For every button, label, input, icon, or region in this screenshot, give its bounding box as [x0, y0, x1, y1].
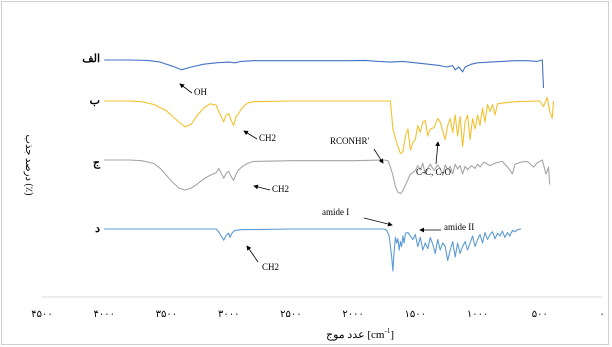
series-label-layer: الف ب ج د — [82, 53, 101, 235]
series-line-1 — [104, 59, 545, 89]
annotation-arrow — [253, 184, 271, 191]
series-label-3: ج — [93, 157, 101, 169]
x-axis-label-prefix: عدد موج — [326, 329, 367, 341]
x-tick-label: ۲۵۰۰ — [280, 309, 301, 320]
x-axis-label: عدد موج [cm-1] — [326, 327, 394, 341]
x-tick-label: ۲۰۰۰ — [342, 309, 363, 320]
x-axis-label-unit: [cm — [367, 329, 385, 341]
annotation-label: CH2 — [262, 262, 279, 272]
annotation-arrow — [435, 141, 441, 165]
annotation-label: CH2 — [272, 184, 289, 194]
x-tick-label: ۰ — [599, 309, 604, 320]
x-axis-label-close: ] — [390, 329, 394, 341]
annotation-label: amide I — [322, 207, 349, 217]
series-line-3 — [104, 159, 551, 195]
x-tick-label: ۵۰۰ — [532, 309, 548, 320]
annotation-label: RCONHR' — [330, 136, 370, 146]
x-tick-label: ۴۰۰۰ — [93, 309, 114, 320]
annotation-arrow — [246, 245, 259, 263]
x-axis-label-sup: -1 — [385, 327, 391, 335]
annotation-arrow — [179, 83, 193, 94]
x-axis: ۴۵۰۰ ۴۰۰۰ ۳۵۰۰ ۳۰۰۰ ۲۵۰۰ ۲۰۰۰ ۱۵۰۰ ۱۰۰۰ ۵۰۰ ۰ — [31, 296, 605, 320]
series-label-2: ب — [90, 95, 100, 107]
x-tick-label: ۱۰۰۰ — [467, 309, 488, 320]
annotation-arrow — [373, 148, 384, 164]
y-axis-label: درصد جذب (٪) — [23, 135, 34, 196]
annotation-arrow — [243, 130, 258, 140]
annotation-layer: OH CH2 RCONHR' C-C, C-O CH2 amide I amide II CH… — [179, 83, 474, 272]
series-label-1: الف — [82, 53, 100, 65]
annotation-label: C-C, C-O — [416, 167, 452, 177]
x-tick-label: ۴۵۰۰ — [31, 309, 52, 320]
x-tick-label: ۳۰۰۰ — [218, 309, 239, 320]
x-tick-label: ۳۵۰۰ — [156, 309, 177, 320]
annotation-label: OH — [194, 87, 207, 97]
series-line-4 — [104, 228, 522, 272]
series-line-2 — [104, 96, 555, 155]
annotation-label: amide II — [444, 222, 474, 232]
series-label-4: د — [95, 223, 100, 235]
x-tick-label: ۱۵۰۰ — [405, 309, 426, 320]
series-layer — [104, 59, 555, 272]
annotation-label: CH2 — [259, 133, 276, 143]
annotation-arrow — [363, 217, 393, 227]
